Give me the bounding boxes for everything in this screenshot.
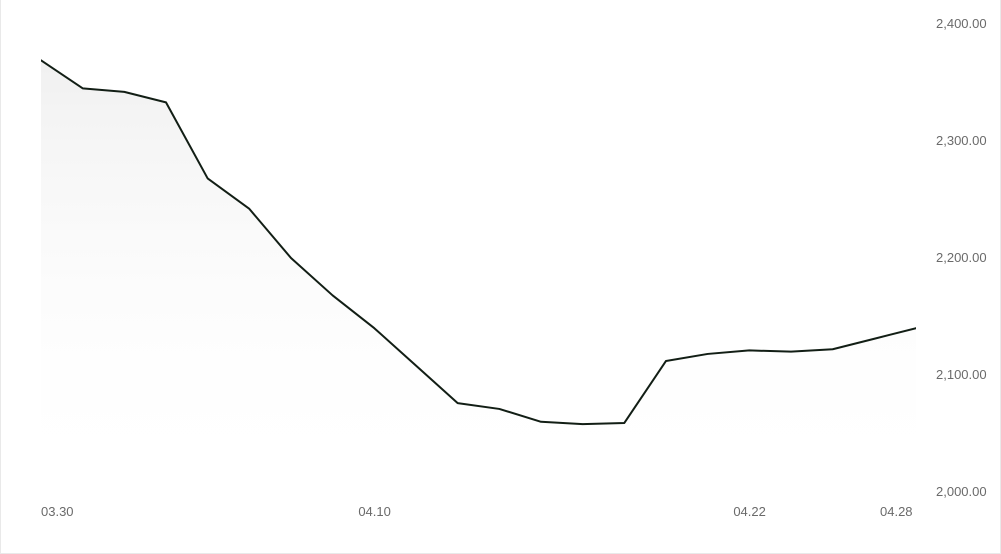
y-tick-label: 2,200.00 <box>936 250 987 265</box>
y-tick-label: 2,400.00 <box>936 16 987 31</box>
x-tick-label: 04.10 <box>358 504 391 519</box>
x-tick-label: 04.28 <box>880 504 913 519</box>
y-tick-label: 2,000.00 <box>936 484 987 499</box>
x-tick-label: 04.22 <box>733 504 766 519</box>
area-line-chart <box>41 24 916 492</box>
plot-area <box>41 24 916 492</box>
y-tick-label: 2,300.00 <box>936 133 987 148</box>
chart-frame: 2,400.00 2,300.00 2,200.00 2,100.00 2,000.00… <box>0 0 1001 554</box>
x-tick-label: 03.30 <box>41 504 74 519</box>
y-tick-label: 2,100.00 <box>936 367 987 382</box>
series-area <box>41 60 916 492</box>
